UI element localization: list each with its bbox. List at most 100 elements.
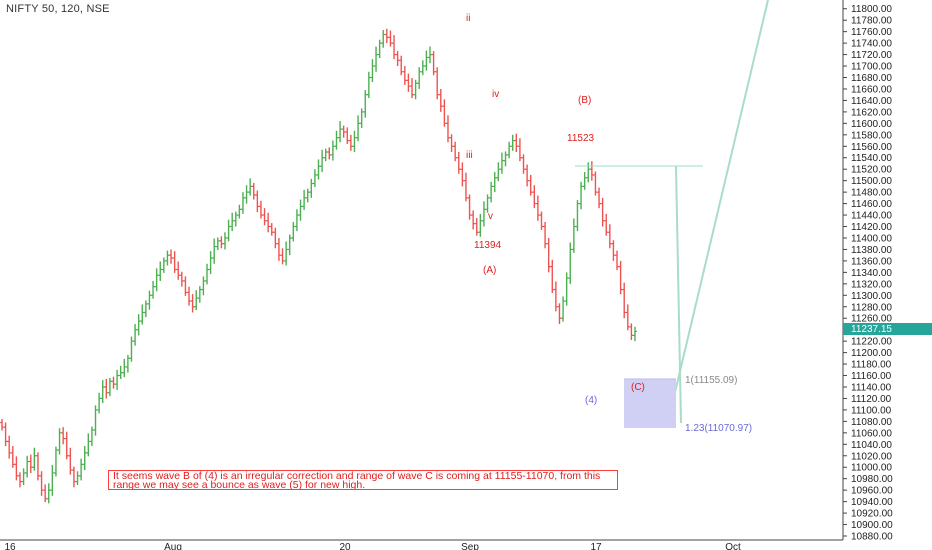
price-tick-label: 11040.00 (851, 440, 892, 451)
price-tick-label: 11220.00 (851, 337, 892, 348)
price-bar (262, 208, 267, 226)
price-tick-label: 11540.00 (851, 153, 892, 164)
price-bar (550, 259, 555, 293)
price-bar (366, 71, 371, 99)
price-bar (417, 67, 422, 89)
price-bar (525, 164, 530, 187)
current-price-text: 11237.15 (851, 324, 892, 335)
price-bar (129, 336, 134, 362)
price-bar (431, 51, 436, 76)
label-low-a-value: 11394 (474, 240, 502, 251)
time-axis[interactable]: 16 Aug 20 Sep 17 Oct (4, 542, 741, 550)
price-bar (258, 200, 263, 219)
price-bar (521, 154, 526, 174)
price-bar (187, 286, 192, 306)
label-wave-4: (4) (585, 395, 597, 406)
price-bar (370, 59, 375, 83)
price-bar (413, 79, 418, 100)
price-bar (478, 213, 483, 237)
time-tick-label: 16 (4, 542, 16, 550)
price-bar (582, 172, 587, 190)
price-bar (165, 250, 170, 266)
price-bar (424, 50, 429, 71)
price-bar (298, 199, 303, 221)
price-bar (57, 428, 62, 455)
price-tick-label: 11000.00 (851, 463, 892, 474)
price-bar (445, 115, 450, 143)
price-bar (356, 115, 361, 142)
price-bar (230, 212, 235, 232)
projection-drop-line (675, 165, 682, 424)
price-bar (284, 241, 289, 266)
price-bar (179, 271, 184, 287)
price-bar (348, 134, 353, 151)
price-axis[interactable]: 11800.0011780.0011760.0011740.0011720.00… (843, 4, 893, 543)
price-tick-label: 11420.00 (851, 222, 892, 233)
price-bar (248, 178, 253, 196)
price-bar (557, 303, 562, 324)
price-bar (320, 149, 325, 173)
price-bar (115, 369, 120, 390)
price-bar (528, 174, 533, 196)
price-bar (3, 422, 8, 447)
price-bar (309, 178, 314, 198)
price-tick-label: 11120.00 (851, 394, 892, 405)
price-bar (287, 234, 292, 256)
price-bar (305, 188, 310, 203)
price-bar (7, 435, 12, 459)
price-bar (388, 30, 393, 47)
price-bar (201, 276, 206, 296)
price-bar (579, 181, 584, 210)
price-bar (402, 66, 407, 85)
price-bar (575, 200, 580, 232)
price-bar (474, 217, 479, 236)
price-bar (93, 405, 98, 436)
price-bar (615, 250, 620, 271)
price-tick-label: 11200.00 (851, 348, 892, 359)
price-tick-label: 11800.00 (851, 4, 892, 15)
analysis-note: It seems wave B of (4) is an irregular c… (108, 470, 618, 490)
price-bar (420, 60, 425, 76)
price-bar (471, 210, 476, 230)
price-bar (237, 204, 242, 219)
price-bar (539, 211, 544, 230)
price-bar (564, 272, 569, 306)
price-tick-label: 11760.00 (851, 27, 892, 38)
price-bar (10, 446, 15, 468)
price-bar (377, 39, 382, 59)
price-bar (399, 55, 404, 76)
price-tick-label: 11340.00 (851, 268, 892, 279)
price-bar (323, 148, 328, 162)
price-bar (517, 138, 522, 162)
time-tick-label: Oct (725, 542, 741, 550)
price-bar (291, 221, 296, 242)
price-bar (118, 365, 123, 379)
price-bar (593, 171, 598, 196)
price-bar (499, 152, 504, 174)
price-tick-label: 11580.00 (851, 130, 892, 141)
price-bar (618, 260, 623, 295)
price-tick-label: 10900.00 (851, 520, 893, 531)
price-tick-label: 11280.00 (851, 302, 892, 313)
price-bar (467, 194, 472, 220)
price-bar (104, 378, 109, 399)
price-tick-label: 11620.00 (851, 107, 892, 118)
price-tick-label: 11080.00 (851, 417, 892, 428)
price-bar (255, 190, 260, 213)
price-bar (205, 263, 210, 285)
price-bar (456, 152, 461, 174)
price-bar (251, 182, 256, 200)
target-zone-box (624, 379, 676, 428)
price-bar (194, 290, 199, 311)
price-bar (219, 236, 224, 249)
price-bar (125, 354, 130, 373)
price-bar (17, 472, 22, 488)
price-bar (384, 28, 389, 44)
price-bar (571, 218, 576, 253)
price-bar (107, 377, 112, 397)
price-bar (122, 358, 127, 378)
price-tick-label: 11680.00 (851, 73, 892, 84)
price-bar (215, 237, 220, 251)
price-bar (172, 251, 177, 273)
